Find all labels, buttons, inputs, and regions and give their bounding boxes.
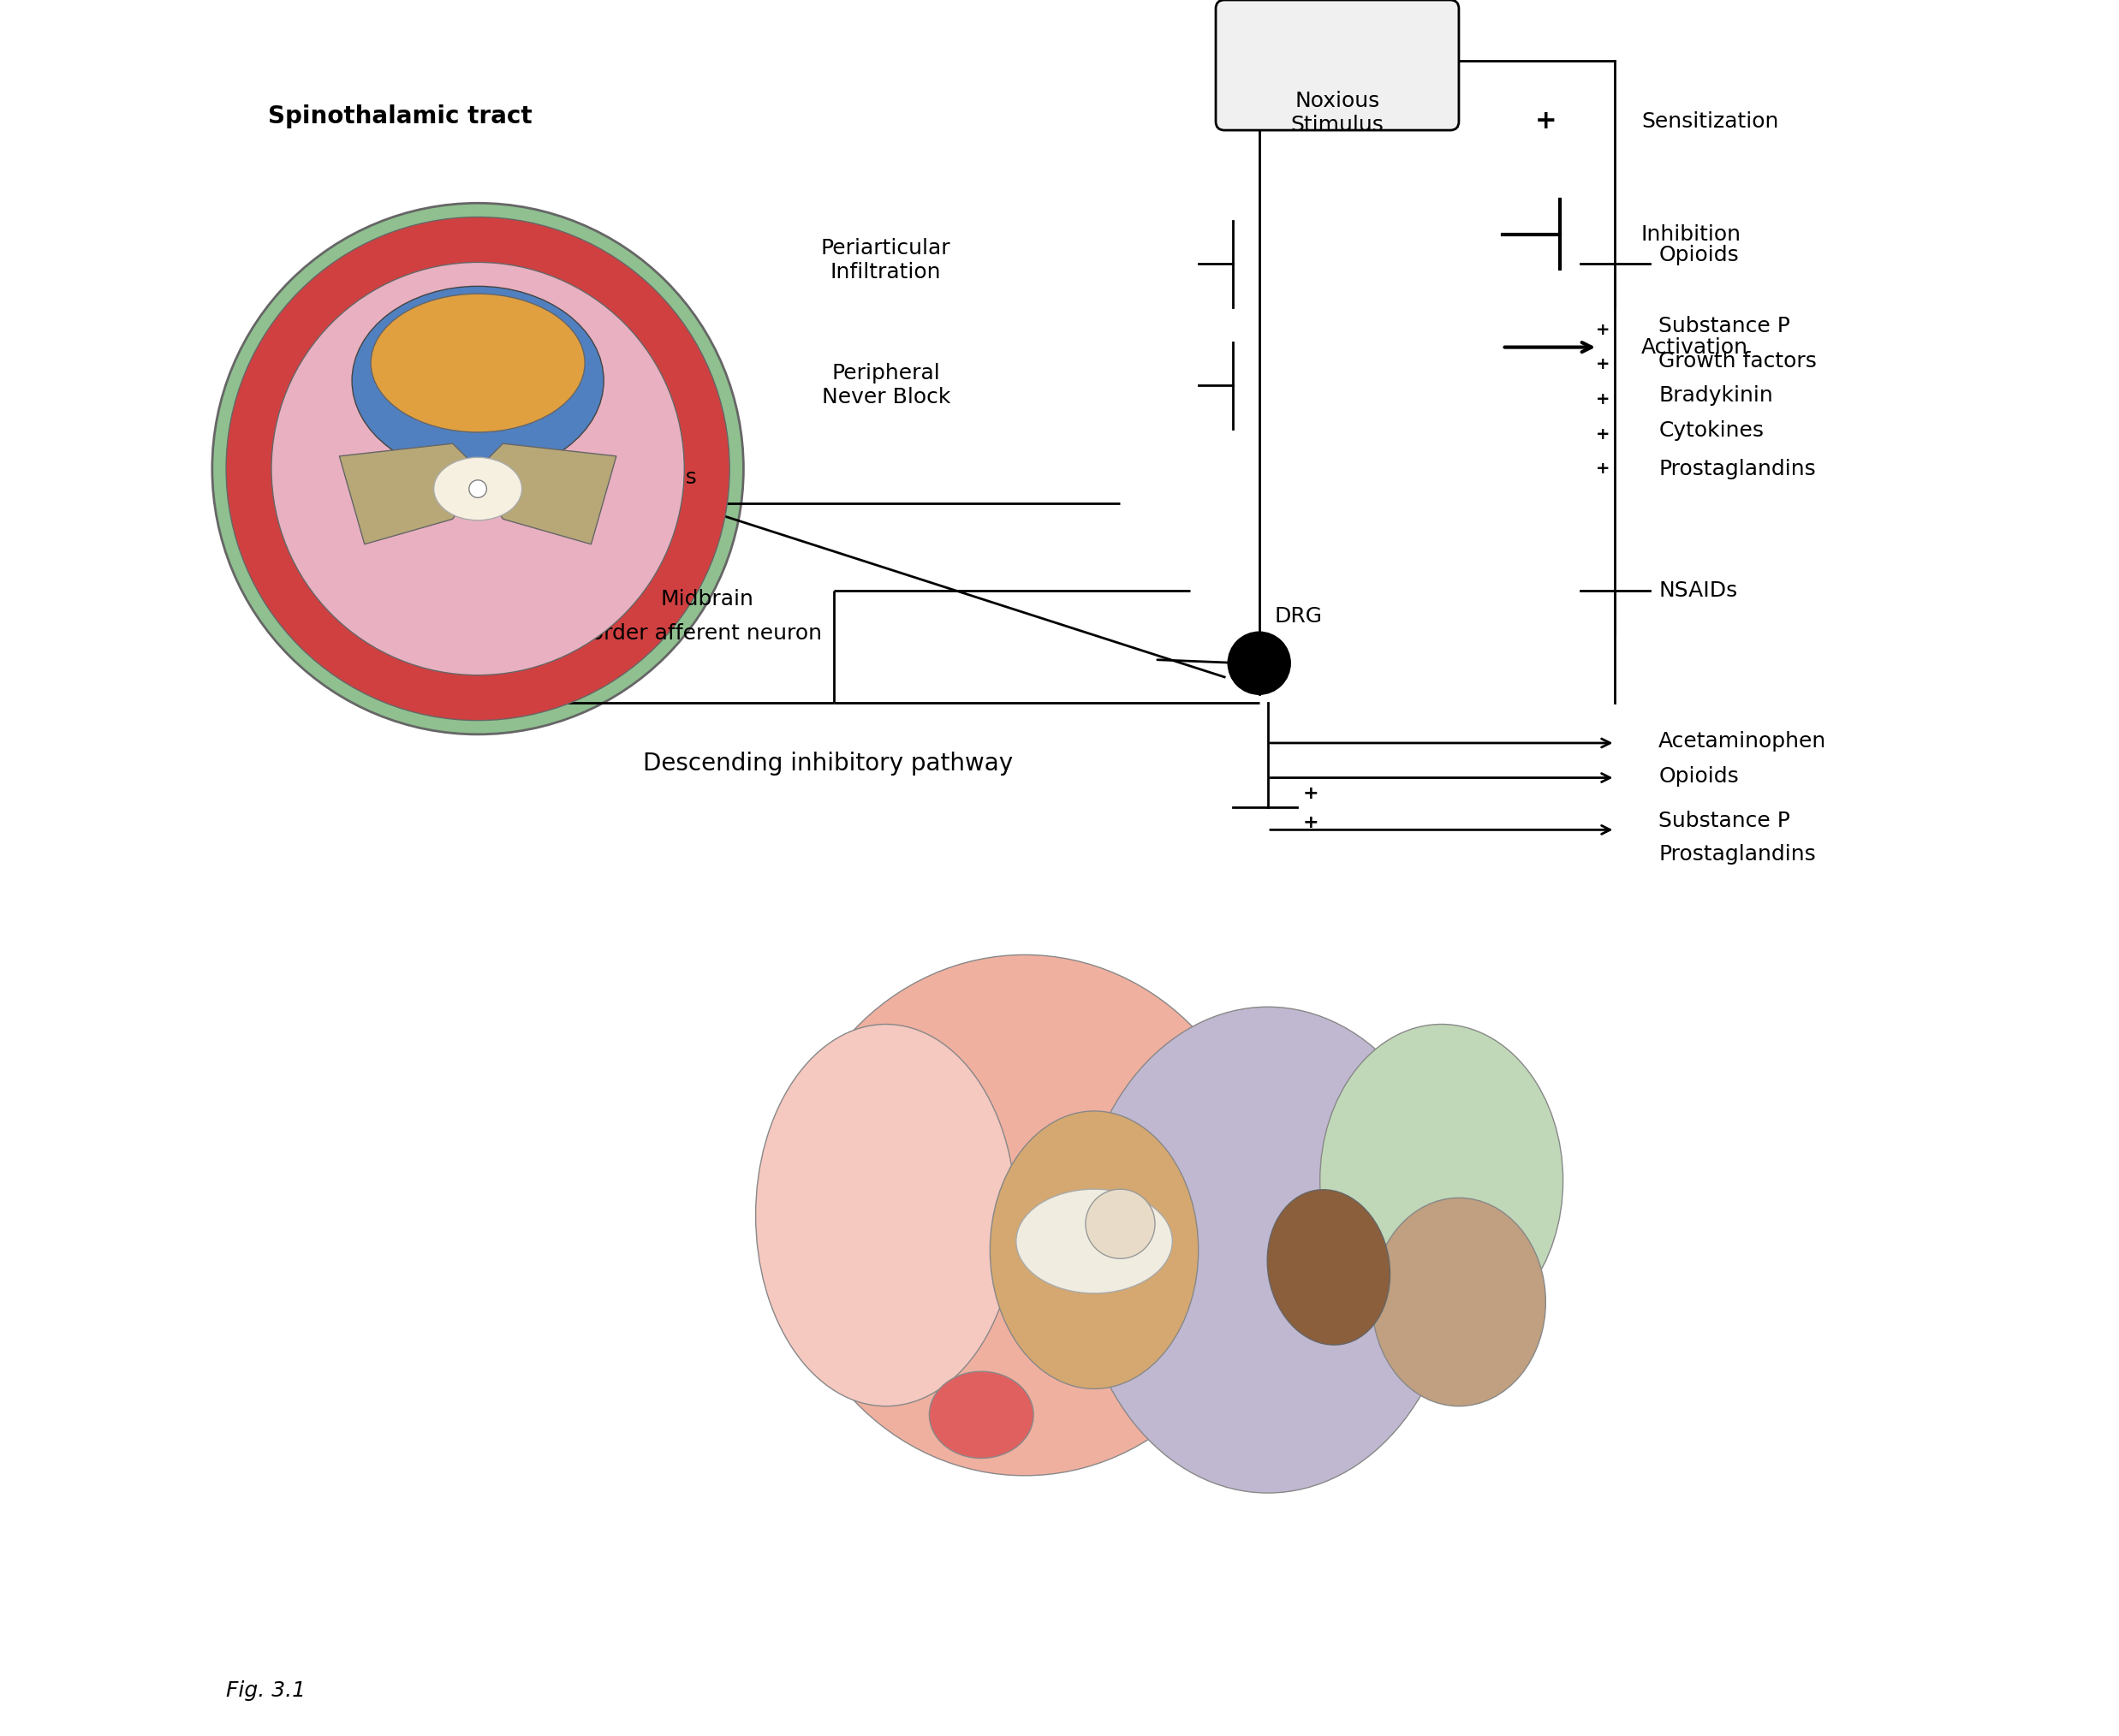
Text: Midbrain: Midbrain [661, 589, 754, 609]
Ellipse shape [1076, 1007, 1458, 1493]
Text: +: + [1596, 321, 1610, 339]
Ellipse shape [1017, 1189, 1172, 1293]
Text: Activation: Activation [1640, 337, 1748, 358]
Text: +: + [1534, 109, 1557, 134]
Ellipse shape [990, 1111, 1199, 1389]
Text: Noxious
Stimulus: Noxious Stimulus [1290, 90, 1384, 135]
Text: Bradykinin: Bradykinin [1659, 385, 1774, 406]
Ellipse shape [1267, 1189, 1390, 1345]
Circle shape [1227, 632, 1290, 694]
Text: +: + [1596, 356, 1610, 373]
Text: DRG: DRG [1276, 606, 1322, 627]
Ellipse shape [756, 1024, 1017, 1406]
Text: NSAIDs: NSAIDs [1659, 580, 1738, 601]
Text: Opioids: Opioids [617, 467, 697, 488]
Ellipse shape [1371, 1198, 1545, 1406]
Circle shape [468, 481, 487, 498]
Text: Growth factors: Growth factors [1659, 351, 1816, 372]
FancyBboxPatch shape [1216, 0, 1458, 130]
Circle shape [271, 262, 684, 675]
Text: +: + [1596, 425, 1610, 443]
Text: +: + [1303, 785, 1318, 802]
Polygon shape [339, 444, 617, 545]
Ellipse shape [1085, 1189, 1155, 1259]
Text: Opioids: Opioids [1659, 766, 1740, 786]
Circle shape [227, 217, 729, 720]
Text: Opioids: Opioids [1659, 245, 1740, 266]
Text: Cytokines: Cytokines [1659, 420, 1763, 441]
Text: +: + [1303, 814, 1318, 832]
Text: Spinothalamic tract: Spinothalamic tract [267, 104, 532, 128]
Text: Peripheral
Never Block: Peripheral Never Block [822, 363, 949, 408]
Text: Descending inhibitory pathway: Descending inhibitory pathway [642, 752, 1013, 776]
Text: +: + [1596, 391, 1610, 408]
Text: Substance P: Substance P [1659, 811, 1791, 832]
Text: Periarticular
Infiltration: Periarticular Infiltration [820, 238, 951, 283]
Ellipse shape [434, 457, 521, 521]
Ellipse shape [930, 1371, 1034, 1458]
Text: Acetaminophen: Acetaminophen [1659, 731, 1827, 752]
Text: +: + [1596, 460, 1610, 477]
Circle shape [212, 203, 744, 734]
Text: First order afferent neuron: First order afferent neuron [538, 623, 822, 644]
Ellipse shape [352, 286, 604, 476]
Ellipse shape [371, 293, 585, 432]
Text: Sensitization: Sensitization [1640, 111, 1778, 132]
Text: Prostaglandins: Prostaglandins [1659, 844, 1816, 865]
Ellipse shape [1320, 1024, 1564, 1337]
Text: Inhibition: Inhibition [1640, 224, 1742, 245]
Text: Thalamus: Thalamus [278, 484, 384, 505]
Ellipse shape [782, 955, 1267, 1476]
Text: Fig. 3.1: Fig. 3.1 [227, 1680, 305, 1701]
Text: Substance P: Substance P [1659, 316, 1791, 337]
Text: Prostaglandins: Prostaglandins [1659, 458, 1816, 479]
